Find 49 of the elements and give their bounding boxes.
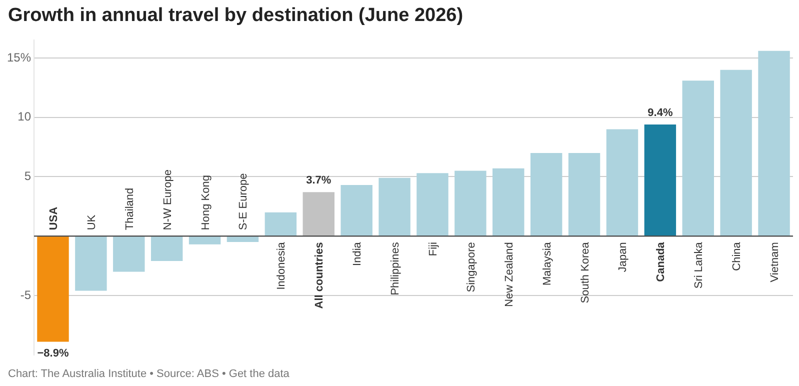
bar — [492, 168, 524, 236]
y-tick-label: -5 — [20, 288, 32, 302]
x-tick-label: Sri Lanka — [693, 241, 706, 289]
data-label: 3.7% — [306, 174, 332, 187]
x-tick-label: S-E Europe — [238, 173, 250, 230]
x-tick-label: South Korea — [579, 241, 592, 304]
x-tick-label: UK — [86, 214, 98, 230]
x-tick-label: Thailand — [124, 188, 136, 230]
bar — [302, 192, 334, 236]
x-tick-label: Singapore — [465, 242, 478, 292]
bar — [644, 124, 676, 236]
x-tick-label: Malaysia — [541, 241, 554, 286]
bar — [150, 236, 183, 262]
x-tick-label: Hong Kong — [200, 175, 212, 230]
x-tick-label: India — [352, 241, 364, 266]
bar — [37, 236, 69, 342]
bar — [378, 178, 410, 236]
x-tick-label: New Zealand — [503, 242, 516, 307]
bar — [264, 212, 297, 236]
bar — [758, 50, 790, 236]
data-label: −8.9% — [37, 347, 69, 360]
bar — [113, 236, 145, 272]
x-tick-label: Fiji — [427, 242, 440, 256]
data-label: 9.4% — [648, 107, 673, 120]
x-tick-label: Japan — [617, 242, 630, 272]
y-tick-label: 5 — [24, 169, 32, 184]
bar — [682, 80, 714, 236]
x-tick-label: All countries — [314, 242, 326, 309]
bar — [530, 152, 562, 236]
bar — [568, 152, 600, 236]
x-tick-label: N-W Europe — [162, 170, 174, 230]
bar — [454, 170, 486, 236]
x-tick-label: China — [731, 241, 744, 271]
x-tick-label: Vietnam — [769, 242, 782, 282]
bar — [226, 236, 259, 242]
bar — [416, 173, 448, 236]
x-tick-label: USA — [48, 206, 60, 230]
y-tick-label: 15% — [6, 50, 32, 64]
bar — [606, 129, 638, 236]
bar — [75, 236, 107, 291]
bar — [720, 70, 752, 236]
text: Chart: The Australia Institute • Source: ABS • Get the data — [8, 368, 290, 380]
bar — [188, 236, 221, 244]
bar — [340, 185, 372, 236]
x-tick-label: Canada — [655, 241, 668, 282]
x-tick-label: Indonesia — [276, 241, 288, 290]
chart-title: Growth in annual travel by destination (June 2026) — [8, 5, 464, 27]
x-tick-label: Philippines — [390, 242, 402, 296]
y-tick-label: 10 — [18, 110, 32, 124]
